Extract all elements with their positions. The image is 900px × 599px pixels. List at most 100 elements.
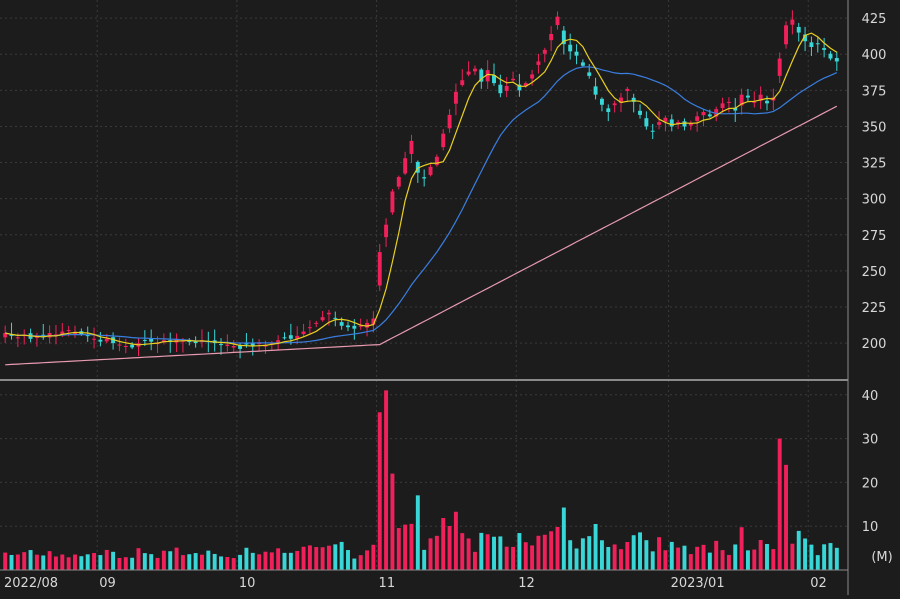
candle-body <box>276 340 281 343</box>
volume-tick-label: 30 <box>862 433 879 448</box>
candle-body <box>339 322 344 326</box>
volume-bar <box>257 554 262 570</box>
volume-bar <box>269 552 274 570</box>
volume-bar <box>733 544 738 570</box>
volume-bar <box>771 549 776 570</box>
candle-body <box>504 86 509 91</box>
candle-body <box>66 330 71 332</box>
candle-body <box>447 114 452 129</box>
volume-bar <box>85 554 90 570</box>
volume-bar <box>66 557 71 570</box>
volume-bar <box>47 551 52 570</box>
volume-bar <box>187 554 192 570</box>
volume-bar <box>447 526 452 570</box>
candle-body <box>593 86 598 95</box>
volume-bar <box>15 554 20 570</box>
volume-bar <box>415 495 420 570</box>
volume-unit-label: (M) <box>871 550 892 565</box>
candle-body <box>15 337 20 339</box>
volume-bar <box>676 547 681 570</box>
candle-body <box>701 112 706 116</box>
volume-tick-label: 20 <box>862 476 879 491</box>
volume-bar <box>307 545 312 570</box>
candle-body <box>346 325 350 328</box>
volume-bar <box>250 552 255 570</box>
volume-bar <box>168 551 173 570</box>
candle-body <box>612 103 617 106</box>
candle-body <box>3 333 8 338</box>
volume-bar <box>568 540 573 570</box>
candle-body <box>752 101 757 103</box>
volume-bar <box>650 551 655 570</box>
volume-bar <box>98 555 103 570</box>
candle-body <box>149 338 154 342</box>
volume-bar <box>142 553 147 570</box>
candle-body <box>549 34 554 41</box>
candle-body <box>638 110 642 115</box>
volume-bar <box>73 554 77 570</box>
volume-bar <box>815 555 820 570</box>
candle-body <box>130 344 135 348</box>
volume-bar <box>288 552 293 570</box>
volume-bar <box>244 547 249 570</box>
volume-bars <box>3 390 839 570</box>
volume-bar <box>161 550 166 570</box>
volume-bar <box>320 547 325 570</box>
volume-bar <box>834 547 839 570</box>
candle-body <box>403 158 408 174</box>
price-tick-label: 425 <box>862 12 887 27</box>
candle-body <box>415 161 420 173</box>
candle-body <box>523 83 528 87</box>
price-tick-label: 400 <box>862 48 887 63</box>
volume-bar <box>606 547 611 570</box>
volume-bar <box>200 554 204 570</box>
volume-bar <box>599 540 604 570</box>
candle-body <box>460 80 465 86</box>
volume-bar <box>530 545 535 570</box>
candle-body <box>669 119 674 127</box>
volume-bar <box>314 547 319 570</box>
candle-body <box>784 25 789 45</box>
volume-bar <box>352 558 357 570</box>
volume-bar <box>714 540 719 570</box>
volume-bar <box>752 549 757 570</box>
candle-body <box>307 327 312 329</box>
candle-body <box>288 335 293 339</box>
candle-body <box>587 72 592 76</box>
volume-bar <box>180 555 185 570</box>
x-tick-label: 2022/08 <box>4 576 58 591</box>
price-tick-label: 375 <box>862 84 887 99</box>
volume-bar <box>282 552 287 570</box>
price-tick-label: 250 <box>862 265 887 280</box>
volume-bar <box>276 548 281 570</box>
volume-bar <box>803 538 808 570</box>
volume-bar <box>79 556 84 570</box>
volume-bar <box>625 541 630 570</box>
candle-body <box>396 177 401 187</box>
volume-bar <box>34 554 39 570</box>
volume-bar <box>130 557 135 570</box>
volume-bar <box>301 546 306 570</box>
candle-body <box>739 94 744 106</box>
candle-body <box>733 107 738 111</box>
candle-body <box>371 318 376 325</box>
volume-bar <box>657 537 662 570</box>
candle-body <box>390 191 395 213</box>
candle-body <box>352 325 357 329</box>
ma-mid-line <box>5 66 838 344</box>
volume-bar <box>790 543 795 570</box>
volume-bar <box>238 554 243 570</box>
candle-body <box>193 341 198 344</box>
volume-bar <box>396 528 401 570</box>
candle-body <box>517 84 522 91</box>
volume-bar <box>206 550 211 570</box>
volume-bar <box>384 390 389 570</box>
candle-body <box>765 100 769 104</box>
candle-body <box>803 34 808 42</box>
volume-bar <box>542 534 547 570</box>
candle-body <box>92 338 97 340</box>
candle-body <box>377 252 382 286</box>
price-tick-label: 200 <box>862 337 887 352</box>
